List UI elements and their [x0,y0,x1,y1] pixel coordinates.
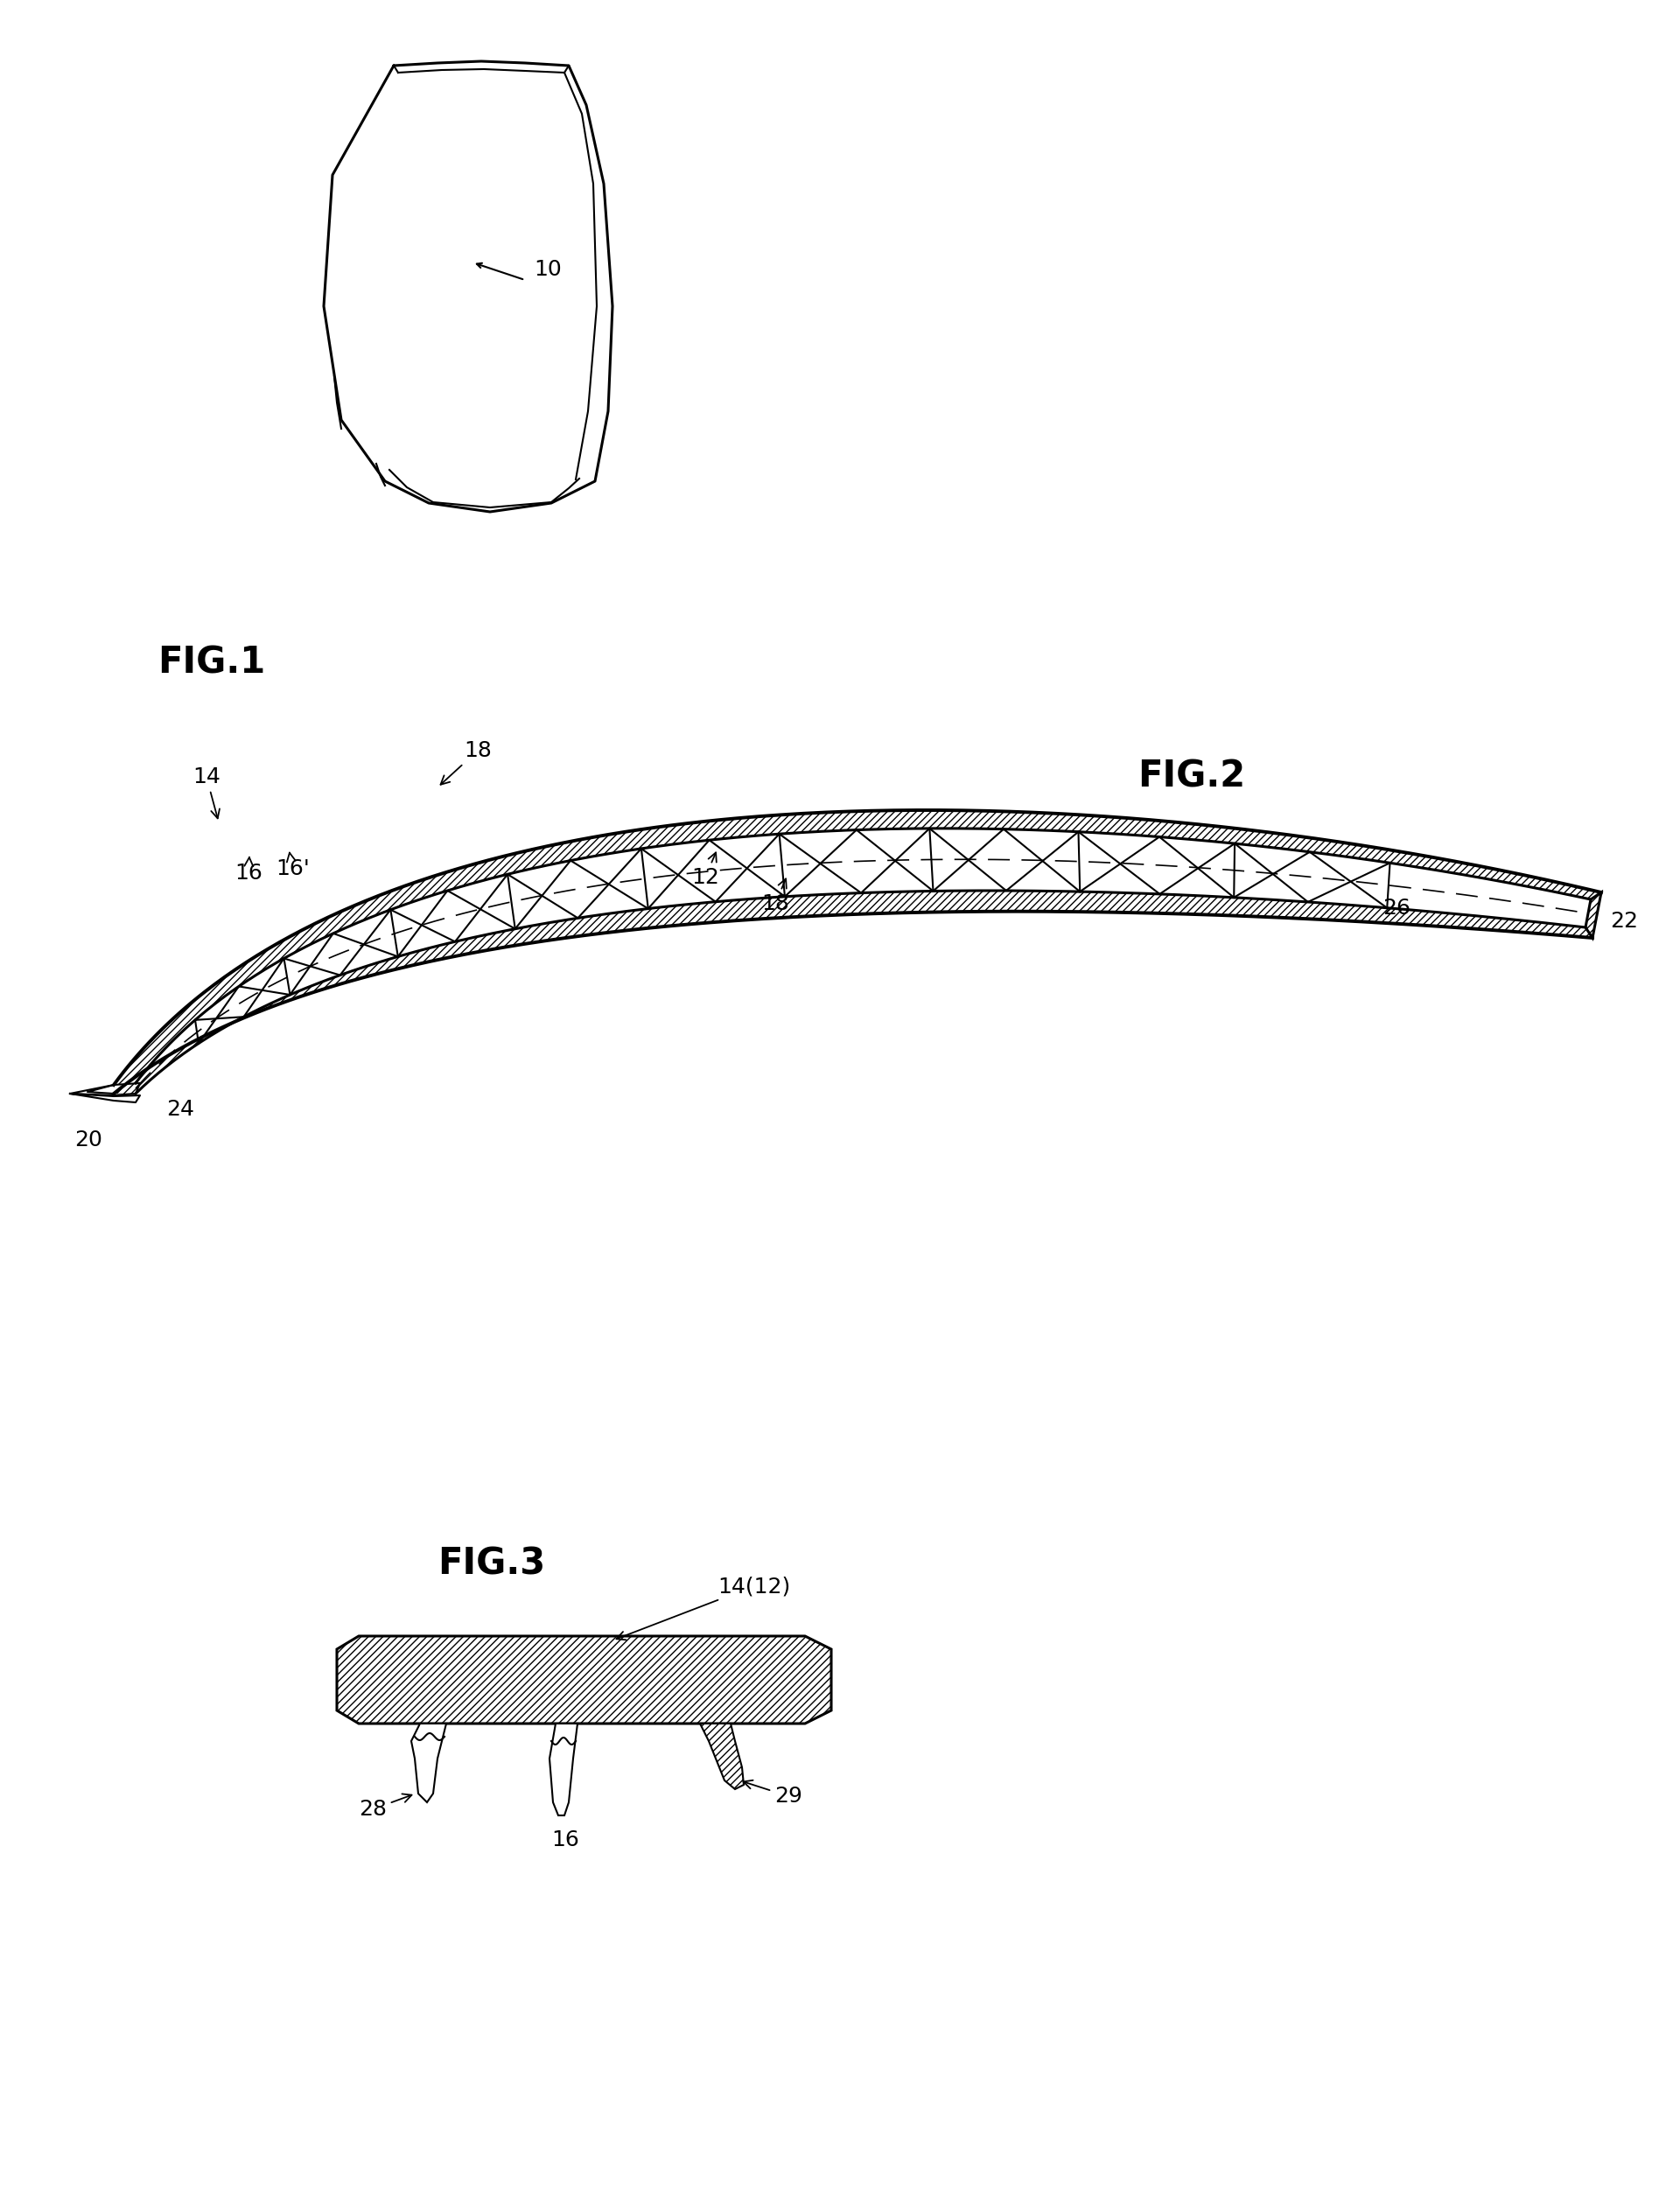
Text: 16: 16 [235,857,262,884]
Text: 14: 14 [193,767,220,818]
Polygon shape [114,811,1601,1085]
Text: FIG.2: FIG.2 [1137,758,1245,796]
Polygon shape [549,1724,578,1814]
Text: 16: 16 [551,1830,580,1850]
Text: 18: 18 [440,740,492,785]
Text: 24: 24 [166,1098,195,1120]
Text: 10: 10 [534,259,561,281]
Text: 14(12): 14(12) [617,1576,790,1640]
Text: 18: 18 [761,880,790,915]
Text: 16': 16' [276,853,309,880]
Text: 29: 29 [743,1781,803,1806]
Text: 12: 12 [690,853,719,888]
Text: 28: 28 [360,1795,412,1819]
Polygon shape [1586,893,1601,937]
Polygon shape [412,1724,447,1803]
Text: FIG.1: FIG.1 [158,645,265,681]
Polygon shape [338,1635,832,1724]
Polygon shape [114,891,1593,1094]
Text: 22: 22 [1609,911,1638,933]
Text: 26: 26 [1383,897,1411,919]
Text: 20: 20 [74,1129,102,1151]
Text: FIG.3: FIG.3 [437,1547,546,1582]
Polygon shape [701,1724,744,1790]
